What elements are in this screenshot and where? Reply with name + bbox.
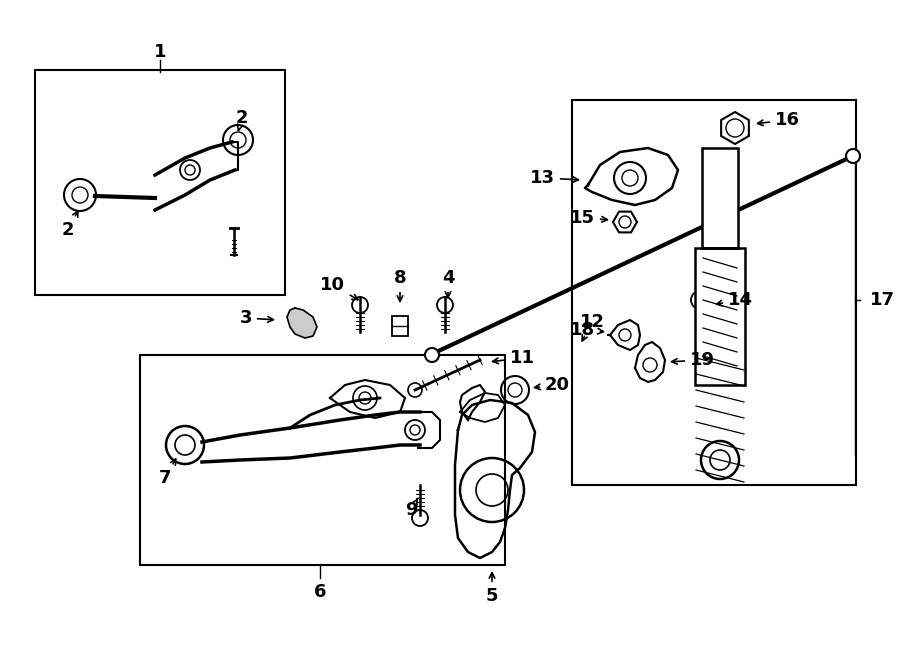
Text: 4: 4 bbox=[442, 269, 454, 297]
Text: 5: 5 bbox=[486, 572, 499, 605]
Text: 7: 7 bbox=[158, 459, 176, 487]
Bar bbox=[572, 100, 856, 485]
Text: 12: 12 bbox=[580, 313, 605, 341]
Text: 11: 11 bbox=[492, 349, 535, 367]
Text: 16: 16 bbox=[758, 111, 800, 129]
Bar bbox=[702, 148, 738, 248]
Text: 9: 9 bbox=[405, 498, 418, 519]
Text: 13: 13 bbox=[530, 169, 579, 187]
Text: 2: 2 bbox=[236, 109, 248, 130]
Bar bbox=[140, 355, 505, 565]
Text: 18: 18 bbox=[570, 321, 603, 339]
Circle shape bbox=[425, 348, 439, 362]
Bar bbox=[702, 148, 738, 248]
Text: 15: 15 bbox=[570, 209, 608, 227]
Circle shape bbox=[701, 441, 739, 479]
Bar bbox=[35, 70, 285, 295]
Bar bbox=[695, 248, 745, 385]
Bar bbox=[695, 248, 745, 385]
Text: 10: 10 bbox=[320, 276, 358, 299]
Circle shape bbox=[846, 149, 860, 163]
Text: 17: 17 bbox=[870, 291, 895, 309]
Text: 8: 8 bbox=[393, 269, 406, 301]
Polygon shape bbox=[287, 308, 317, 338]
Text: 6: 6 bbox=[314, 583, 326, 601]
Bar bbox=[392, 316, 408, 336]
Text: 1: 1 bbox=[154, 43, 166, 61]
Text: 14: 14 bbox=[716, 291, 753, 309]
Text: 3: 3 bbox=[239, 309, 274, 327]
Text: 20: 20 bbox=[535, 376, 570, 394]
Text: 2: 2 bbox=[62, 211, 78, 239]
Text: 19: 19 bbox=[671, 351, 715, 369]
